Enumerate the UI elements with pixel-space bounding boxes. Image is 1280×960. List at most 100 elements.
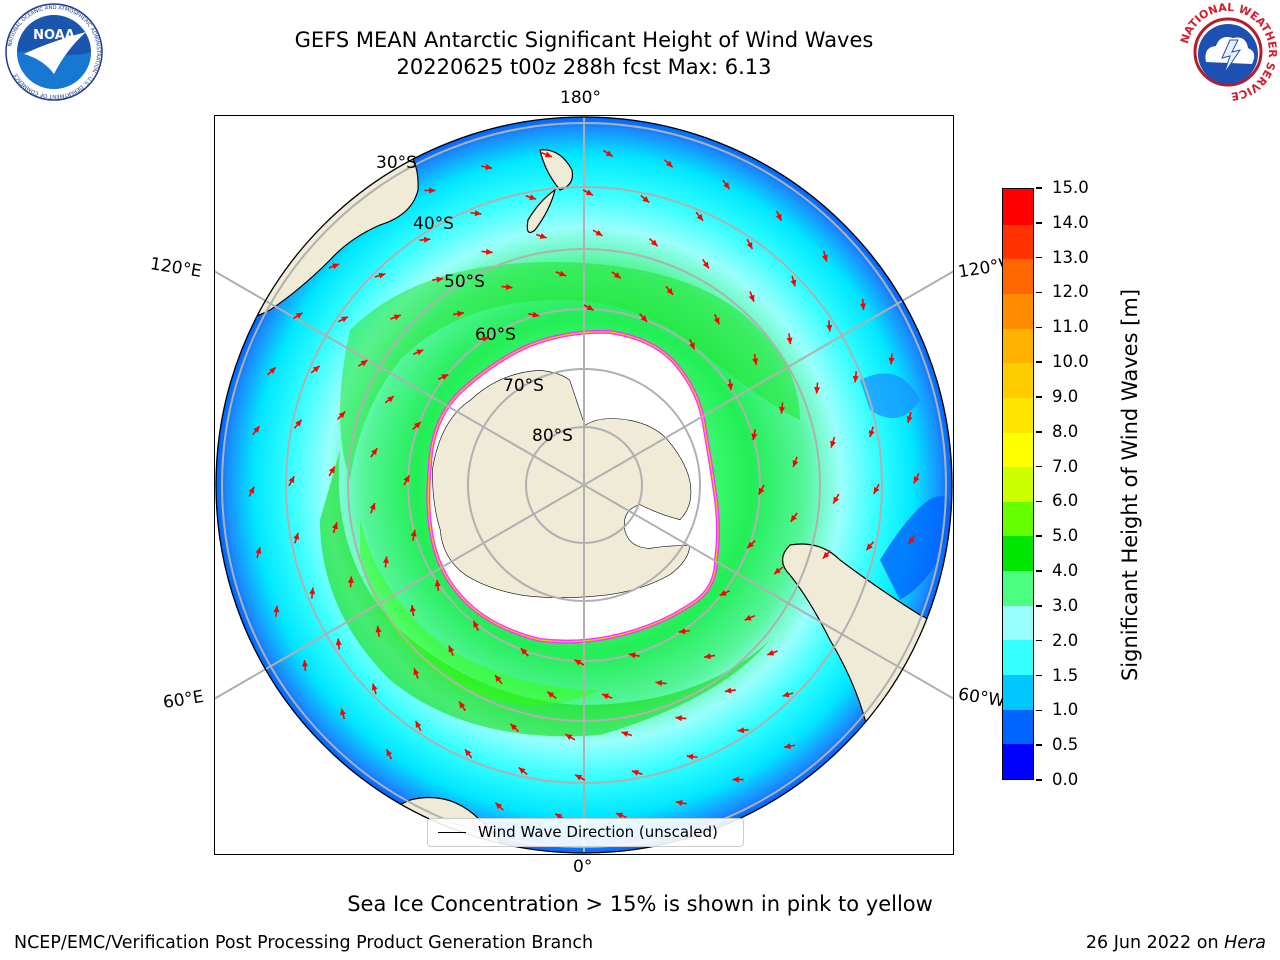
wave-direction-arrowhead (436, 276, 444, 283)
noaa-logo: NOAA NATIONAL OCEANIC AND ATMOSPHERIC AD… (5, 3, 103, 101)
wave-direction-arrowhead (826, 324, 833, 332)
wave-direction-arrowhead (784, 743, 791, 750)
host-name: Hera (1224, 933, 1266, 953)
colorbar-tick (1036, 291, 1042, 294)
date-text: 26 Jun 2022 on (1085, 933, 1219, 953)
wave-direction-arrowhead (790, 279, 797, 287)
map-canvas: 30°S 40°S 50°S 60°S 70°S 80°S (215, 116, 953, 854)
wave-direction-arrowhead (555, 813, 563, 820)
wave-direction-arrowhead (613, 272, 621, 279)
chart-subtitle: 20220625 t00z 288h fcst Max: 6.13 (396, 55, 772, 79)
wave-direction-arrowhead (459, 701, 466, 709)
lon-label-180: 180° (560, 88, 601, 108)
colorbar-segment (1003, 362, 1033, 398)
wave-direction-arrowhead (423, 236, 431, 243)
chart-title: GEFS MEAN Antarctic Significant Height o… (294, 28, 874, 52)
wave-direction-arrowhead (779, 406, 786, 414)
lat-label-50s: 50°S (444, 272, 485, 292)
wave-direction-arrowhead (640, 315, 648, 322)
wave-direction-arrowhead (360, 360, 368, 367)
wave-direction-arrowhead (293, 532, 300, 540)
wave-direction-arrowhead (332, 263, 340, 270)
wave-direction-arrowhead (595, 229, 603, 236)
lat-label-60s: 60°S (475, 325, 516, 345)
wave-direction-arrowhead (518, 767, 526, 774)
wave-direction-arrowhead (429, 187, 436, 194)
wave-direction-arrowhead (868, 430, 875, 438)
wave-direction-arrowhead (547, 691, 555, 698)
wave-direction-arrowhead (371, 683, 378, 691)
wave-direction-arrowhead (441, 374, 449, 380)
wave-direction-arrowhead (747, 541, 754, 549)
legend-line-swatch (438, 832, 466, 834)
colorbar-tick-label: 0.0 (1052, 770, 1079, 789)
wave-direction-arrowhead (301, 660, 309, 667)
colorbar-segment (1003, 709, 1033, 745)
colorbar-tick (1036, 396, 1042, 398)
wave-direction-arrowhead (744, 614, 752, 621)
wave-direction-arrowhead (574, 659, 582, 666)
wave-direction-arrowhead (814, 387, 821, 394)
colorbar-tick-label: 14.0 (1052, 212, 1089, 232)
wave-direction-arrowhead (494, 675, 502, 682)
wave-direction-arrowhead (505, 283, 513, 290)
lat-label-80s: 80°S (532, 426, 573, 446)
wave-direction-arrowhead (332, 522, 338, 530)
wave-direction-arrowhead (601, 693, 609, 700)
colorbar-segment (1003, 189, 1033, 225)
wave-direction-arrowhead (724, 687, 732, 694)
wave-direction-arrowhead (369, 502, 376, 510)
lat-labels: 30°S 40°S 50°S 60°S 70°S 80°S (376, 153, 573, 446)
colorbar-tick (1036, 187, 1042, 189)
wave-direction-arrowhead (621, 731, 629, 737)
wave-direction-arrowhead (713, 317, 720, 325)
wave-belt-north (340, 261, 800, 480)
nws-logo: NATIONAL WEATHER SERVICE (1178, 2, 1278, 102)
wave-direction-arrowhead (737, 727, 745, 734)
colorbar-tick (1036, 639, 1042, 642)
wave-direction-arrowhead (605, 150, 613, 157)
wave-direction-arrowhead (347, 576, 354, 583)
wave-direction-arrowhead (746, 242, 753, 250)
colorbar-segment (1003, 466, 1033, 502)
wave-direction-arrowhead (655, 680, 663, 687)
wave-direction-arrowhead (678, 628, 686, 635)
wave-direction-arrowhead (790, 514, 797, 522)
wave-direction-arrowhead (457, 310, 464, 317)
colorbar-label: Significant Height of Wind Waves [m] (1118, 288, 1142, 682)
wave-direction-arrowhead (448, 645, 455, 653)
madagascar (216, 758, 289, 807)
wave-direction-arrowhead (386, 749, 393, 757)
colorbar-tick (1036, 535, 1042, 537)
wave-direction-arrowhead (628, 652, 636, 659)
wave-direction-arrowhead (410, 529, 417, 537)
wave-direction-arrowhead (767, 649, 775, 656)
wave-direction-arrowhead (559, 270, 567, 277)
wave-direction-arrowhead (338, 411, 346, 419)
wave-direction-arrowhead (486, 248, 493, 255)
credit-line: NCEP/EMC/Verification Post Processing Pr… (14, 933, 594, 953)
colorbar-tick (1036, 709, 1042, 712)
colorbar-segment (1003, 258, 1033, 294)
colorbar-tick-label: 10.0 (1052, 352, 1089, 372)
wave-direction-arrowhead (822, 551, 830, 559)
wave-direction-arrowhead (758, 487, 765, 495)
wave-direction-arrowhead (288, 476, 295, 484)
wave-direction-arrowhead (585, 189, 593, 196)
colorbar-tick (1036, 361, 1042, 363)
noaa-logo-text: NOAA (33, 28, 75, 43)
wave-direction-arrowhead (866, 543, 873, 551)
colorbar-tick (1036, 744, 1042, 746)
colorbar-segment (1003, 639, 1033, 676)
colorbar-segment (1003, 605, 1033, 641)
wave-direction-arrowhead (312, 365, 320, 373)
wave-direction-arrowhead (774, 567, 781, 575)
wave-direction-arrowhead (539, 233, 547, 239)
wave-direction-arrowhead (696, 213, 704, 221)
wave-direction-arrowhead (702, 261, 709, 269)
wave-direction-arrowhead (328, 466, 335, 474)
colorbar-tick (1036, 605, 1042, 607)
lon-label-0: 0° (573, 857, 593, 877)
wave-direction-arrowhead (295, 312, 303, 319)
sea-ice-note: Sea Ice Concentration > 15% is shown in … (347, 892, 933, 916)
